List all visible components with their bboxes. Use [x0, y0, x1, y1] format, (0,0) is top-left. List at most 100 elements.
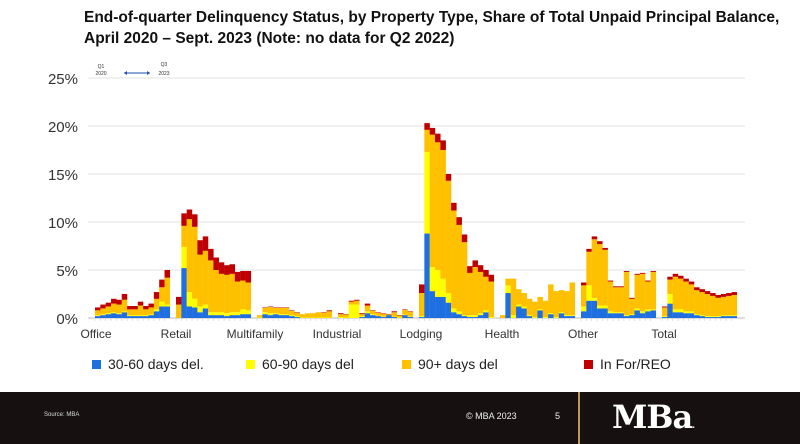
- bar-segment-industrial-reo: [359, 313, 365, 315]
- bar-segment-other-d90: [634, 274, 640, 309]
- bar-segment-lodging-d30: [419, 317, 425, 318]
- bar-segment-total-d90: [715, 297, 721, 317]
- bar-segment-total-d90: [678, 278, 684, 310]
- bar-segment-industrial-d30: [370, 315, 376, 318]
- bar-segment-lodging-reo: [419, 284, 425, 294]
- bar-segment-multifamily-d90: [278, 307, 284, 315]
- bar-segment-industrial-d90: [380, 313, 387, 317]
- bar-segment-health-d60: [521, 306, 527, 309]
- bar-segment-office-d90: [105, 306, 112, 314]
- bar-segment-retail-reo: [229, 264, 235, 274]
- bar-segment-retail-d60: [234, 312, 241, 316]
- legend-swatch: [584, 359, 593, 369]
- bar-segment-other-d60: [586, 285, 592, 301]
- x-category-label: Office: [80, 327, 111, 341]
- bar-segment-other-d30: [591, 300, 598, 318]
- bar-segment-total-d30: [731, 316, 738, 318]
- bar-segment-health-d90: [558, 290, 565, 313]
- bar-segment-lodging-d90: [429, 134, 436, 268]
- bar-segment-industrial-d90: [370, 310, 376, 315]
- bar-segment-other-d90: [618, 287, 624, 313]
- bar-segment-health-d90: [500, 315, 506, 318]
- bar-segment-office-d90: [153, 298, 160, 310]
- bar-segment-other-d30: [586, 300, 592, 318]
- bar-segment-health-d60: [505, 285, 511, 294]
- bar-segment-multifamily-d90: [326, 311, 333, 318]
- bar-segment-multifamily-d90: [315, 312, 322, 318]
- bar-segment-other-d90: [623, 271, 630, 316]
- bar-segment-multifamily-d90: [310, 313, 316, 318]
- bar-segment-other-d90: [591, 239, 598, 298]
- bar-segment-total-d60: [699, 315, 705, 317]
- bar-segment-lodging-reo: [461, 234, 468, 243]
- bar-segment-other-d30: [645, 311, 651, 318]
- bar-segment-lodging-d90: [440, 150, 446, 279]
- bar-segment-retail-d90: [240, 280, 246, 310]
- bar-segment-total-d30: [678, 312, 684, 318]
- bar-segment-retail-d60: [197, 306, 203, 313]
- bar-segment-total-d90: [699, 292, 705, 316]
- bar-segment-retail-d60: [229, 312, 235, 316]
- bar-segment-retail-d30: [202, 308, 209, 318]
- bar-segment-lodging-d60: [424, 151, 430, 234]
- bar-segment-retail-d60: [208, 312, 214, 316]
- y-tick-label: 15%: [48, 167, 78, 184]
- bar-segment-lodging-reo: [445, 174, 452, 181]
- bar-segment-multifamily-d30: [267, 315, 274, 318]
- bar-segment-total-d30: [683, 313, 689, 318]
- bar-segment-retail-reo: [240, 270, 246, 281]
- bar-segment-office-d90: [127, 309, 133, 316]
- bar-segment-office-d60: [143, 315, 149, 317]
- bar-segment-lodging-d30: [451, 312, 457, 318]
- bar-segment-other-reo: [581, 282, 587, 286]
- bar-segment-total-d30: [662, 317, 668, 318]
- bar-segment-retail-d30: [208, 315, 214, 318]
- bar-segment-office-d30: [105, 314, 112, 318]
- bar-segment-total-reo: [683, 278, 689, 282]
- bar-segment-office-d90: [100, 308, 106, 315]
- bar-segment-retail-reo: [218, 262, 225, 274]
- bar-segment-health-d90: [532, 301, 538, 318]
- bar-segment-office-d30: [148, 315, 154, 318]
- bar-segment-total-d30: [704, 317, 711, 318]
- bar-segment-other-d60: [639, 311, 646, 314]
- bar-segment-office-d60: [105, 313, 112, 315]
- bar-segment-other-reo: [613, 286, 619, 288]
- bar-segment-industrial-d90: [338, 314, 344, 318]
- bar-segment-industrial-d90: [407, 311, 414, 317]
- y-tick-label: 5%: [56, 263, 78, 280]
- bar-segment-retail-reo: [245, 270, 252, 283]
- bar-segment-total-d90: [662, 307, 668, 317]
- bar-segment-industrial-d30: [391, 317, 397, 318]
- bar-segment-total-reo: [688, 281, 695, 285]
- bar-segment-total-d30: [726, 316, 732, 318]
- bar-segment-lodging-d30: [461, 316, 468, 318]
- footer: Source: MBA © MBA 2023 5 MBa.: [0, 392, 800, 444]
- bar-segment-office-d90: [148, 307, 154, 315]
- bar-segment-health-d90: [542, 300, 549, 318]
- bar-segment-industrial-d30: [375, 316, 381, 318]
- bar-segment-total-reo: [726, 293, 732, 296]
- bar-segment-health-d60: [537, 309, 543, 311]
- bar-segment-retail-d90: [192, 226, 198, 299]
- bar-segment-lodging-d60: [461, 315, 468, 317]
- bar-segment-retail-d60: [202, 304, 209, 309]
- bar-segment-health-d60: [553, 317, 559, 318]
- bar-segment-multifamily-d30: [294, 317, 300, 318]
- bar-segment-retail-reo: [202, 236, 209, 251]
- bar-segment-office-reo: [121, 294, 128, 300]
- bar-segment-retail-reo: [192, 214, 198, 227]
- bar-segment-office-d30: [111, 313, 117, 318]
- x-category-label: Health: [485, 327, 520, 341]
- bar-segment-other-reo: [645, 280, 651, 282]
- bar-segment-office-d30: [132, 316, 138, 318]
- bar-segment-health-d60: [532, 317, 538, 318]
- bar-segment-other-reo: [634, 273, 640, 275]
- bar-segment-other-d60: [618, 312, 624, 314]
- bar-segment-other-d60: [602, 305, 608, 309]
- bar-segment-office-d60: [127, 315, 133, 317]
- bar-segment-multifamily-d90: [289, 310, 295, 316]
- bar-segment-other-d60: [597, 305, 603, 309]
- bar-segment-multifamily-d30: [278, 315, 284, 318]
- bar-segment-lodging-d30: [477, 315, 484, 318]
